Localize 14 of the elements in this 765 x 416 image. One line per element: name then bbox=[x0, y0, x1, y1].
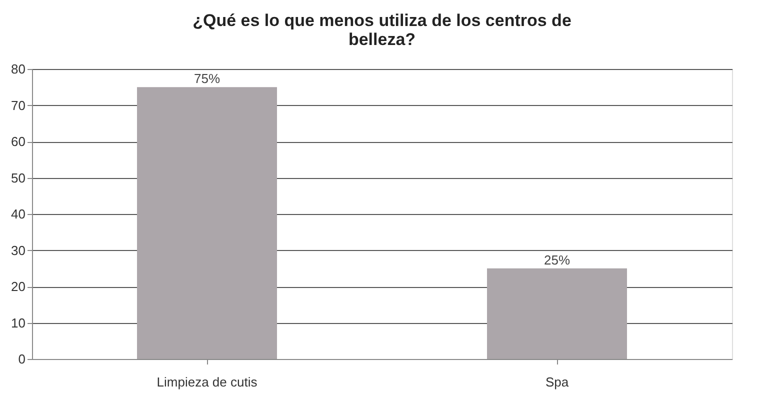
y-tick-label: 40 bbox=[11, 206, 26, 222]
y-tick-label: 20 bbox=[11, 279, 26, 294]
y-tick-label: 70 bbox=[11, 98, 26, 113]
y-tick-label: 50 bbox=[11, 170, 26, 186]
data-label: 25% bbox=[544, 252, 570, 268]
y-tick-label: 80 bbox=[11, 62, 26, 76]
y-tick-label: 0 bbox=[18, 352, 26, 366]
chart-title: ¿Qué es lo que menos utiliza de los centros de belleza? bbox=[192, 11, 572, 49]
x-tick-label: Limpieza de cutis bbox=[156, 374, 258, 390]
data-label: 75% bbox=[194, 71, 220, 86]
y-tick-label: 60 bbox=[11, 134, 26, 149]
x-tick-label: Spa bbox=[545, 374, 570, 390]
y-tick-label: 30 bbox=[11, 242, 26, 258]
y-tick-label: 10 bbox=[11, 315, 26, 330]
